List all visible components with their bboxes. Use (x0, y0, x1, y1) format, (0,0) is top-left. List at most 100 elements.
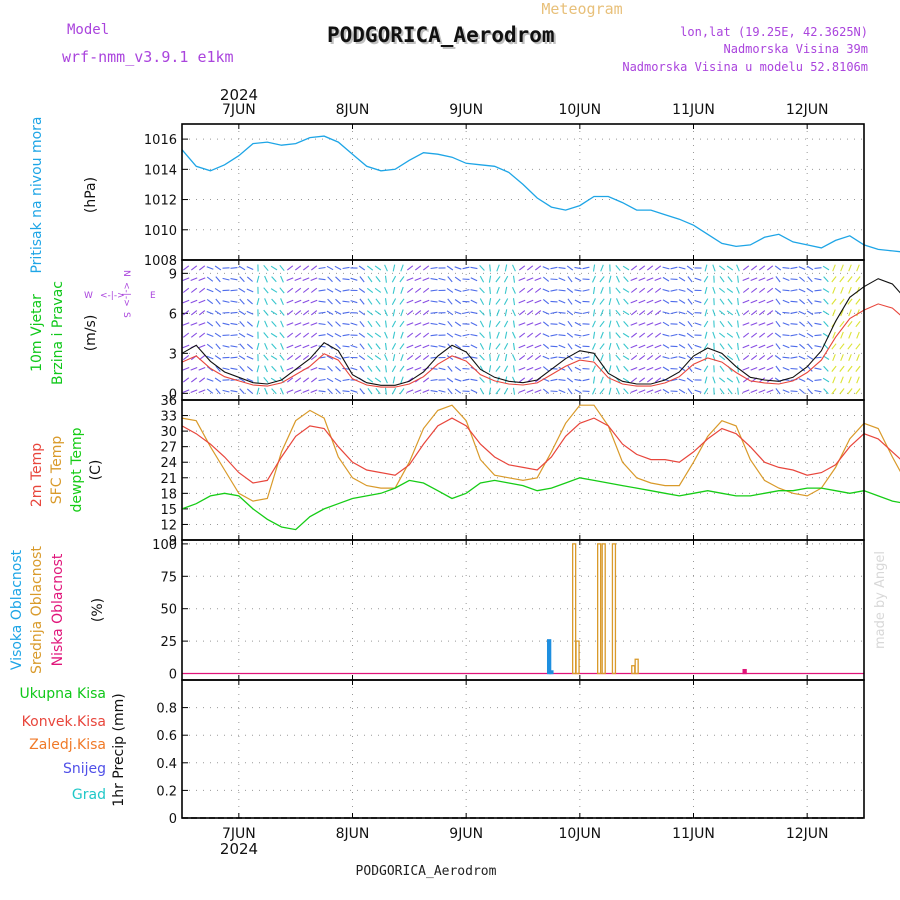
date-label-top: 9JUN (449, 102, 483, 118)
wind-arrow-column (279, 264, 285, 395)
wind-arrow-column (718, 265, 726, 395)
wind-arrow-column (774, 265, 782, 395)
wind-arrow-column (814, 267, 822, 393)
wind-arrow-column (608, 264, 612, 395)
cloud-bar (631, 665, 636, 675)
wind-arrow-column (256, 264, 260, 395)
panels: 1008101010121014101603699121518212427303… (144, 102, 900, 842)
wind-arrow-column (542, 266, 550, 394)
cloud-bar (572, 543, 577, 675)
cloud-label-high: Visoka Oblacnost (9, 549, 25, 670)
wind-arrow-column (736, 264, 740, 395)
wind-title-1: 10m Vjetar (29, 294, 45, 372)
temp-label-dewpt: dewpt Temp (69, 427, 85, 512)
y-tick-label: 30 (160, 425, 177, 440)
wind-arrow-column (646, 265, 654, 394)
wind-arrow-column (206, 266, 214, 394)
station-title: PODGORICA_Aerodrom (327, 23, 555, 47)
y-tick-label: 25 (160, 635, 177, 650)
compass-s: S (121, 312, 131, 318)
wind-arrow-column (503, 264, 509, 395)
wind-arrow-column (246, 266, 254, 394)
precip-unit: 1hr Precip (mm) (111, 693, 127, 806)
model-altitude: Nadmorska Visina u modelu 52.8106m (622, 60, 868, 74)
wind-arrow-column (558, 267, 566, 394)
credit: made by Angel (873, 551, 888, 649)
y-tick-label: 50 (160, 603, 177, 618)
wind-arrow-column (847, 264, 853, 395)
wind-arrow-column (326, 265, 334, 395)
y-tick-label: 1014 (144, 163, 177, 178)
temp2m-line (181, 417, 900, 484)
wind-unit: (m/s) (83, 315, 99, 352)
wind-arrow-column (342, 266, 350, 393)
date-label-top: 11JUN (672, 102, 715, 118)
wind-arrow-column (574, 266, 582, 394)
cloud-label-mid: Srednja Oblacnost (29, 546, 45, 674)
temperature-frame (181, 399, 865, 541)
wind-arrow-column (294, 265, 302, 394)
wind-arrow-column (766, 265, 774, 394)
pressure-unit: (hPa) (83, 177, 99, 213)
year-top: 2024 (220, 86, 258, 104)
temp-label-sfc: SFC Temp (49, 436, 65, 505)
wind-arrow-column (358, 265, 366, 395)
wind-arrow-column (222, 267, 230, 393)
wind-arrow-column (310, 265, 318, 394)
y-tick-label: 0.6 (156, 729, 177, 744)
cloud-bar (546, 639, 552, 675)
y-tick-label: 0 (169, 387, 177, 402)
wind-arrow-column (470, 266, 478, 394)
temp-unit: (C) (88, 460, 104, 481)
y-tick-label: 100 (152, 538, 177, 553)
wind-arrow-column (694, 267, 702, 393)
y-tick-label: 75 (160, 570, 177, 585)
wind-arrow-column (495, 264, 501, 395)
wind-arrow-column (758, 265, 766, 394)
wind-arrow-column (599, 264, 605, 395)
y-tick-label: 9 (169, 267, 177, 282)
wind-arrow-field (182, 264, 861, 395)
wind-arrow-column (214, 265, 222, 395)
wind-arrow-column (511, 264, 516, 395)
wind-arrow-column (806, 265, 814, 395)
wind-arrow-column (534, 265, 542, 394)
y-tick-label: 1010 (144, 224, 177, 239)
wind-arrow-column (446, 265, 454, 395)
wind-arrow-column (686, 265, 694, 395)
wind-arrow-column (366, 265, 374, 395)
wind-arrow-column (406, 265, 414, 394)
wind-title-2: Brzina i Pravac (50, 281, 66, 385)
y-tick-label: 1008 (144, 254, 177, 269)
date-label-bottom: 9JUN (449, 826, 483, 842)
y-tick-label: 15 (160, 503, 177, 518)
y-tick-label: 24 (160, 456, 177, 471)
sfc-temp-line (181, 404, 900, 502)
wind-arrow-column (526, 265, 534, 394)
wind-panel: 0 3 6 9 (169, 259, 900, 402)
wind-arrow-column (582, 266, 590, 392)
meteogram-title: Meteogram (541, 0, 622, 18)
altitude: Nadmorska Visina 39m (724, 42, 869, 56)
wind-arrow-column (798, 266, 806, 394)
wind-arrow-column (855, 264, 861, 395)
wind-arrow-column (782, 267, 790, 394)
wind-arrow-column (422, 265, 430, 394)
wind-arrow-column (454, 266, 462, 394)
y-tick-label: 33 (160, 410, 177, 425)
compass-e: E (150, 291, 156, 301)
pressure-title: Pritisak na nivou mora (29, 116, 45, 273)
y-tick-label: 9 (169, 534, 177, 549)
cloud-bar (549, 670, 554, 675)
station-title-shadow: PODGORICA_Aerodrom (329, 25, 557, 49)
wind-arrow-column (550, 266, 558, 393)
y-tick-label: 36 (160, 394, 177, 409)
wind-arrow-column (384, 264, 388, 395)
wind-arrow-column (263, 264, 269, 395)
date-label-top: 12JUN (786, 102, 829, 118)
wind-arrow-column (822, 265, 830, 395)
wind-arrow-column (831, 264, 837, 395)
wind-arrow-column (662, 266, 670, 394)
